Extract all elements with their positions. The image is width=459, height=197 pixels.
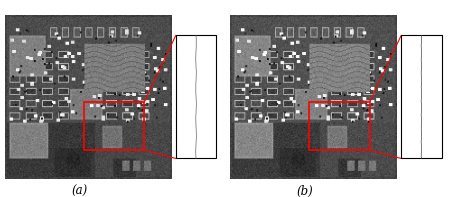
Bar — [84, 102, 144, 150]
Bar — [175, 35, 216, 158]
Text: (a): (a) — [71, 185, 88, 197]
Text: (b): (b) — [296, 185, 313, 197]
Bar — [400, 35, 441, 158]
Bar — [308, 102, 369, 150]
